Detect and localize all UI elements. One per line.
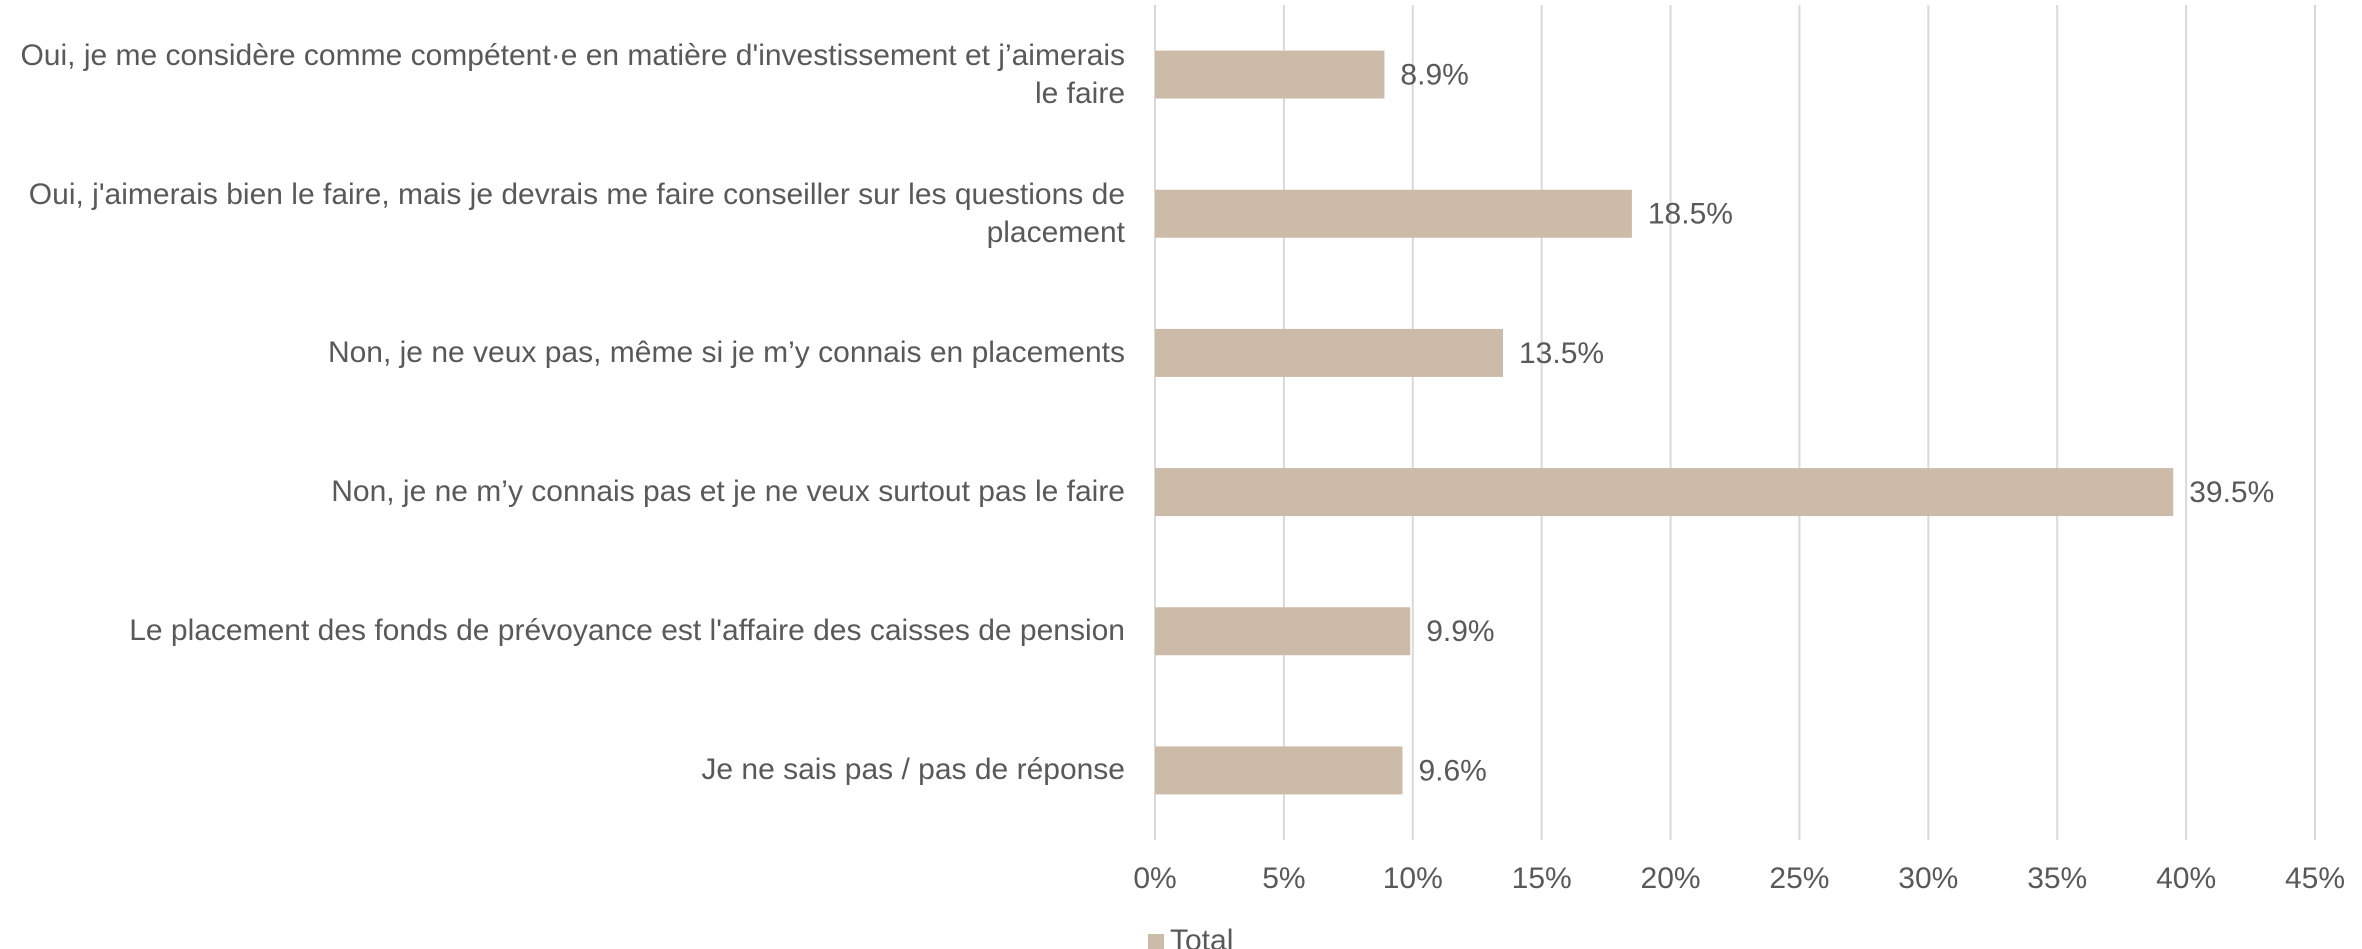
x-tick-label: 0% [1133, 862, 1176, 895]
y-tick-label: Non, je ne veux pas, même si je m’y conn… [327, 335, 1125, 369]
legend-swatch [1148, 934, 1164, 949]
data-label: 13.5% [1519, 337, 1604, 370]
legend-label: Total [1170, 924, 1233, 949]
x-tick-label: 20% [1641, 862, 1701, 895]
x-tick-label: 30% [1898, 862, 1958, 895]
data-label: 39.5% [2189, 476, 2274, 509]
y-tick-label: Non, je ne m’y connais pas et je ne veux… [331, 475, 1125, 509]
y-tick-label: Oui, je me considère comme compétent·e e… [20, 38, 1125, 110]
x-tick-label: 5% [1262, 862, 1305, 895]
data-label: 9.9% [1426, 615, 1494, 648]
bar [1155, 468, 2174, 517]
bar [1155, 189, 1632, 238]
x-tick-label: 25% [1769, 862, 1829, 895]
y-tick-label: Le placement des fonds de prévoyance est… [129, 614, 1125, 648]
bar [1155, 607, 1411, 656]
bar [1155, 328, 1503, 377]
x-tick-label: 35% [2027, 862, 2087, 895]
bar [1155, 746, 1403, 795]
y-tick-label: Oui, j'aimerais bien le faire, mais je d… [28, 177, 1125, 249]
x-tick-label: 10% [1383, 862, 1443, 895]
x-tick-label: 45% [2285, 862, 2345, 895]
bar [1155, 50, 1385, 99]
data-label: 9.6% [1418, 754, 1486, 787]
y-tick-label: Je ne sais pas / pas de réponse [701, 753, 1125, 787]
data-label: 8.9% [1400, 59, 1468, 92]
x-tick-label: 15% [1512, 862, 1572, 895]
data-label: 18.5% [1648, 198, 1733, 231]
x-tick-label: 40% [2156, 862, 2216, 895]
